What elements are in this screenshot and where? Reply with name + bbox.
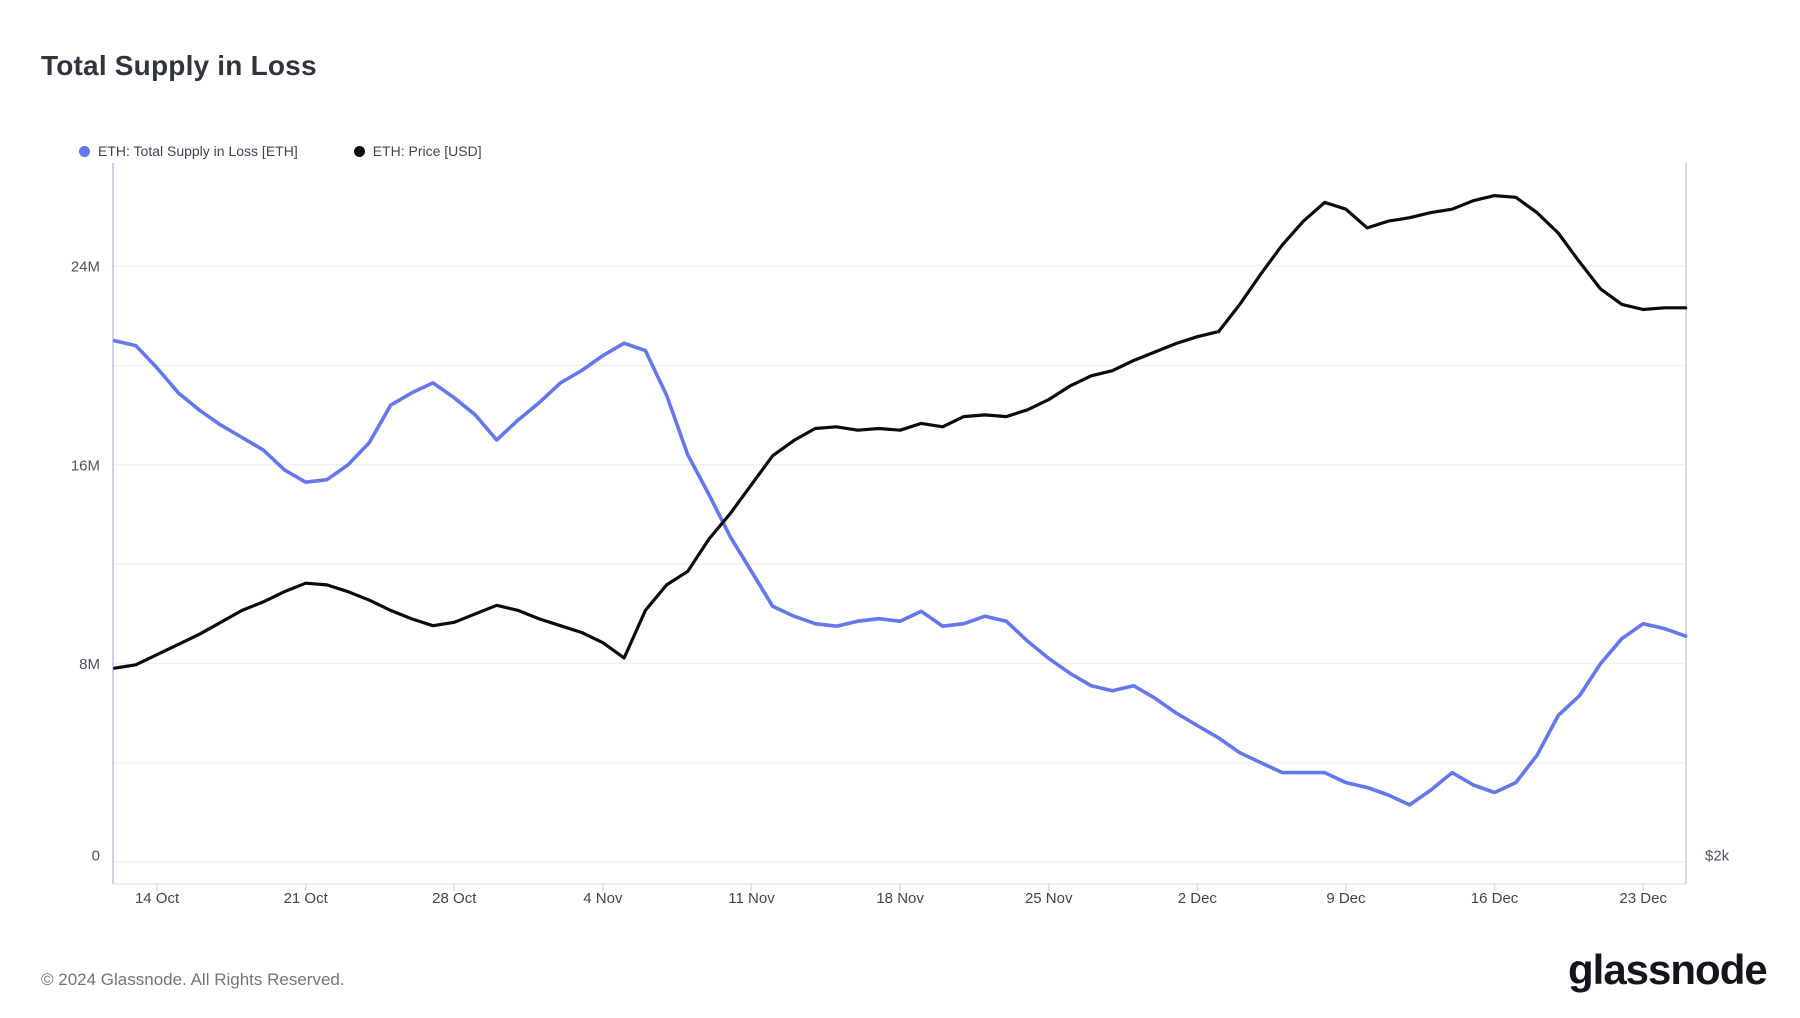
legend-item-price[interactable]: ETH: Price [USD] — [353, 143, 482, 159]
legend-item-label: ETH: Price [USD] — [372, 143, 482, 159]
x-axis-tick-label: 18 Nov — [876, 890, 924, 907]
y-axis-tick-label: 8M — [79, 656, 100, 673]
x-axis-tick-label: 21 Oct — [284, 890, 329, 907]
x-axis-tick-label: 16 Dec — [1471, 890, 1519, 907]
chart-legend: ETH: Total Supply in Loss [ETH] ETH: Pri… — [79, 143, 482, 159]
y-axis-tick-label: 24M — [71, 259, 100, 276]
price-line — [112, 194, 1688, 670]
x-axis-tick-label: 23 Dec — [1619, 890, 1667, 907]
glassnode-logo: glassnode — [1568, 946, 1768, 993]
legend-item-label: ETH: Total Supply in Loss [ETH] — [98, 143, 298, 159]
chart-title: Total Supply in Loss — [41, 50, 317, 81]
y-axis-tick-label: 16M — [71, 457, 100, 474]
copyright-text: © 2024 Glassnode. All Rights Reserved. — [41, 970, 345, 989]
price-series-dot-icon — [353, 145, 365, 157]
legend-item-supply[interactable]: ETH: Total Supply in Loss [ETH] — [79, 143, 298, 159]
supply-line — [112, 338, 1688, 807]
x-axis-tick-label: 9 Dec — [1326, 890, 1366, 907]
x-axis-tick-label: 14 Oct — [135, 890, 180, 907]
x-axis-tick-label: 25 Nov — [1025, 890, 1073, 907]
supply-series-dot-icon — [79, 145, 90, 157]
y-axis-right-tick-label: $2k — [1705, 848, 1730, 865]
x-axis-tick-label: 11 Nov — [728, 890, 775, 907]
x-axis-tick-label: 4 Nov — [583, 890, 623, 907]
x-axis-tick-label: 2 Dec — [1178, 890, 1218, 907]
x-axis-tick-label: 28 Oct — [432, 890, 477, 907]
y-axis-tick-label: 0 — [92, 848, 100, 865]
